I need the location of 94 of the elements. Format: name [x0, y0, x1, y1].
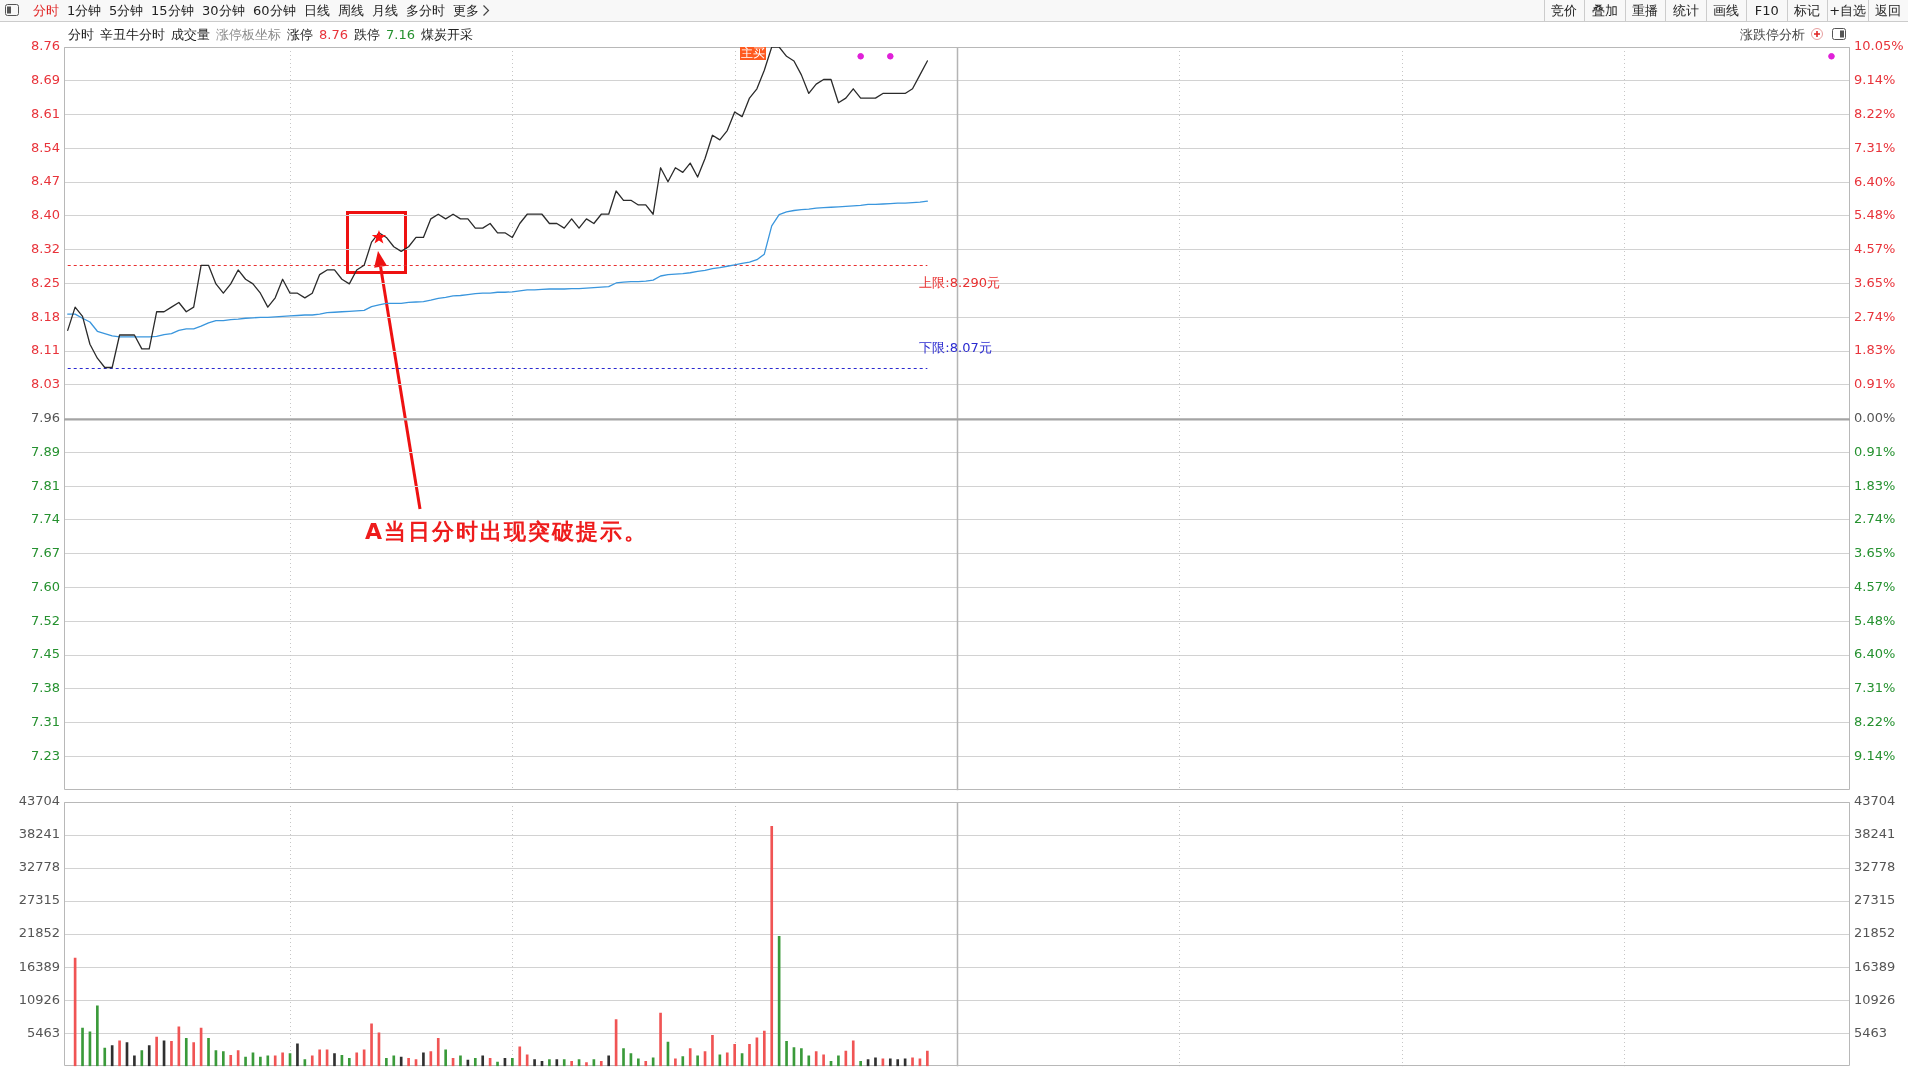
text: 涨停板坐标: [216, 27, 281, 42]
y2-tick-label: 10926: [1854, 991, 1896, 1007]
y2-tick-label: 2.74%: [1854, 308, 1896, 324]
text: 月线: [372, 3, 398, 18]
text: F10: [1754, 3, 1779, 18]
y2-tick-label: 16389: [1854, 958, 1896, 974]
y-tick-label: 8.76: [31, 38, 60, 54]
y-tick-label: 7.23: [31, 747, 60, 763]
y2-tick-label: 7.31%: [1854, 139, 1896, 155]
text: 成交量: [171, 27, 210, 42]
text: 日线: [304, 3, 330, 18]
y-tick-label: 8.03: [31, 376, 60, 392]
y-tick-label: 8.54: [31, 139, 60, 155]
text: 涨跌停分析: [1740, 27, 1805, 42]
y-tick-label: 7.31: [31, 713, 60, 729]
y-tick-label: 7.74: [31, 511, 60, 527]
y-tick-label: 8.32: [31, 241, 60, 257]
y2-tick-label: 5.48%: [1854, 612, 1896, 628]
y-tick-label: 10926: [18, 991, 60, 1007]
y2-tick-label: 0.91%: [1854, 376, 1896, 392]
y-tick-label: 8.61: [31, 105, 60, 121]
y2-tick-label: 10.05%: [1854, 38, 1904, 54]
y-tick-label: 43704: [18, 793, 60, 809]
y2-tick-label: 6.40%: [1854, 646, 1896, 662]
y2-tick-label: 9.14%: [1854, 747, 1896, 763]
y-tick-label: 8.25: [31, 274, 60, 290]
text: 7.16: [386, 27, 415, 42]
text: 竞价: [1551, 3, 1578, 18]
y-tick-label: 16389: [18, 958, 60, 974]
annotation: 主买: [739, 46, 766, 60]
text: 60分钟: [253, 3, 296, 18]
y2-tick-label: 8.22%: [1854, 714, 1896, 730]
y2-tick-label: 8.22%: [1854, 105, 1896, 121]
text: 分时: [68, 27, 94, 42]
y-tick-label: 32778: [18, 859, 60, 875]
text: 8.76: [319, 27, 348, 42]
text: 标记: [1794, 3, 1821, 18]
text: 返回: [1875, 3, 1902, 18]
y2-tick-label: 5.48%: [1854, 207, 1896, 223]
text: 涨停: [287, 27, 313, 42]
y-tick-label: 7.67: [31, 545, 60, 561]
ref-line-label: 下限:8.07元: [919, 339, 992, 355]
text: 5分钟: [109, 3, 144, 18]
text: 多分时: [406, 3, 445, 18]
y2-tick-label: 9.14%: [1854, 72, 1896, 88]
text: 辛丑牛分时: [100, 27, 165, 42]
y2-tick-label: 21852: [1854, 925, 1896, 941]
text: 叠加: [1591, 3, 1618, 18]
y-tick-label: 8.47: [31, 173, 60, 189]
y2-tick-label: 1.83%: [1854, 477, 1896, 493]
y-tick-label: 7.89: [31, 443, 60, 459]
y-tick-label: 5463: [26, 1024, 60, 1040]
text: 周线: [338, 3, 364, 18]
text: 画线: [1713, 3, 1740, 18]
y-tick-label: 8.69: [31, 72, 60, 88]
y-tick-label: 8.40: [31, 207, 60, 223]
text: 煤炭开采: [421, 27, 473, 42]
text: 更多: [453, 3, 479, 18]
y-tick-label: 7.96: [31, 409, 60, 425]
text: 跌停: [354, 27, 380, 42]
y-tick-label: 8.18: [31, 308, 60, 324]
y2-tick-label: 0.91%: [1854, 443, 1896, 459]
text: 分时: [33, 3, 59, 18]
y2-tick-label: 43704: [1854, 793, 1896, 809]
y2-tick-label: 6.40%: [1854, 173, 1896, 189]
y-tick-label: 27315: [18, 892, 60, 908]
text: 统计: [1672, 3, 1699, 18]
y-tick-label: 7.60: [31, 578, 60, 594]
y2-tick-label: 4.57%: [1854, 578, 1896, 594]
y2-tick-label: 3.65%: [1854, 545, 1896, 561]
y-tick-label: 7.52: [31, 612, 60, 628]
ref-line-label: 上限:8.290元: [919, 275, 1000, 291]
text: 30分钟: [202, 3, 245, 18]
text: 1分钟: [67, 3, 102, 18]
y2-tick-label: 32778: [1854, 859, 1896, 875]
y-tick-label: 38241: [18, 826, 60, 842]
annotation: A当日分时出现突破提示。: [364, 519, 648, 546]
y2-tick-label: 38241: [1854, 826, 1896, 842]
y-tick-label: 7.45: [31, 646, 60, 662]
y2-tick-label: 4.57%: [1854, 241, 1896, 257]
y2-tick-label: 5463: [1854, 1024, 1888, 1040]
y2-tick-label: 0.00%: [1854, 409, 1896, 425]
y-tick-label: 7.81: [31, 477, 60, 493]
text: 15分钟: [151, 3, 194, 18]
y2-tick-label: 27315: [1854, 892, 1896, 908]
y2-tick-label: 1.83%: [1854, 342, 1896, 358]
text: 重播: [1632, 3, 1659, 18]
text: +自选: [1829, 3, 1867, 18]
y2-tick-label: 2.74%: [1854, 511, 1896, 527]
y-tick-label: 21852: [18, 925, 60, 941]
y-tick-label: 7.38: [31, 680, 60, 696]
y2-tick-label: 3.65%: [1854, 274, 1896, 290]
y-tick-label: 8.11: [31, 342, 60, 358]
y2-tick-label: 7.31%: [1854, 680, 1896, 696]
